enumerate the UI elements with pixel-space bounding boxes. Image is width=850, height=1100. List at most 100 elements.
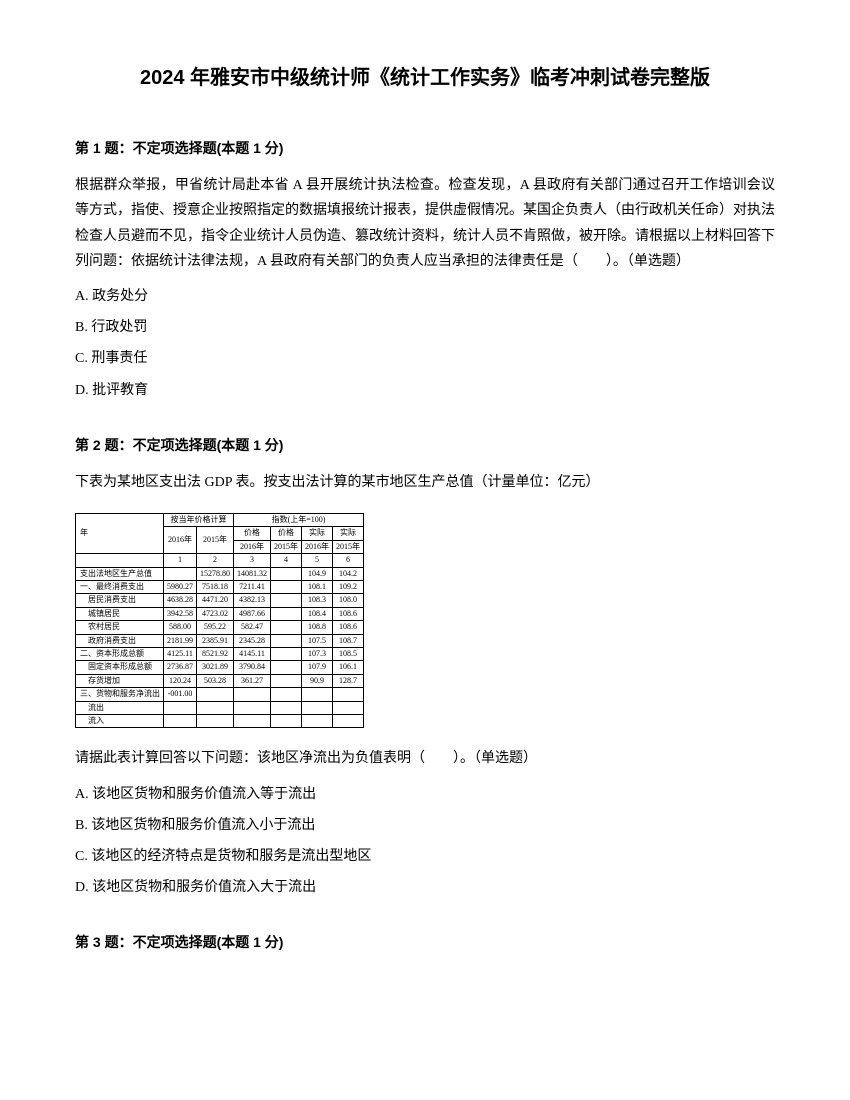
table-row: 固定资本形成总额2736.873021.893790.84107.9106.1 bbox=[76, 661, 364, 674]
table-header-group1: 按当年价格计算 bbox=[164, 514, 234, 527]
table-row-label: 城镇居民 bbox=[76, 607, 164, 620]
table-row-label: 一、最终消费支出 bbox=[76, 581, 164, 594]
table-row-label: 农村居民 bbox=[76, 621, 164, 634]
table-cell bbox=[164, 567, 197, 580]
table-cell: 4723.02 bbox=[197, 607, 234, 620]
table-cell: 361.27 bbox=[234, 674, 271, 687]
table-n4: 4 bbox=[271, 554, 302, 567]
table-cell bbox=[234, 688, 271, 701]
table-cell bbox=[164, 701, 197, 714]
question-1: 第 1 题：不定项选择题(本题 1 分) 根据群众举报，甲省统计局赴本省 A 县… bbox=[75, 136, 775, 403]
table-row: 居民消费支出4638.284471.204382.13108.3108.0 bbox=[76, 594, 364, 607]
table-cell: 4382.13 bbox=[234, 594, 271, 607]
table-cell: 503.28 bbox=[197, 674, 234, 687]
q2-intro: 下表为某地区支出法 GDP 表。按支出法计算的某市地区生产总值（计量单位：亿元） bbox=[75, 470, 775, 495]
table-cell: 3021.89 bbox=[197, 661, 234, 674]
q1-option-b: B. 行政处罚 bbox=[75, 315, 775, 340]
table-cell bbox=[271, 647, 302, 660]
table-cell: 108.8 bbox=[302, 621, 333, 634]
table-cell: 4125.11 bbox=[164, 647, 197, 660]
table-cell: 2181.99 bbox=[164, 634, 197, 647]
table-row: 流入 bbox=[76, 714, 364, 727]
table-cell: 3942.58 bbox=[164, 607, 197, 620]
q2-option-c: C. 该地区的经济特点是货物和服务是流出型地区 bbox=[75, 844, 775, 869]
q2-option-d: D. 该地区货物和服务价值流入大于流出 bbox=[75, 875, 775, 900]
table-cell bbox=[271, 661, 302, 674]
table-col-2015-2: 2015年 bbox=[271, 540, 302, 553]
table-cell: 108.7 bbox=[333, 634, 364, 647]
table-cell: 108.1 bbox=[302, 581, 333, 594]
table-cell: 107.5 bbox=[302, 634, 333, 647]
table-row-label: 流入 bbox=[76, 714, 164, 727]
table-row: 存货增加120.24503.28361.27 90.9128.7 bbox=[76, 674, 364, 687]
table-cell: 595.22 bbox=[197, 621, 234, 634]
table-row: 支出法地区生产总值15278.8014081.32104.9104.2 bbox=[76, 567, 364, 580]
question-3: 第 3 题：不定项选择题(本题 1 分) bbox=[75, 930, 775, 955]
table-cell: 108.6 bbox=[333, 621, 364, 634]
table-num-row bbox=[76, 554, 164, 567]
table-col-sub5: 实际 bbox=[302, 527, 333, 540]
table-header-group2: 指数(上年=100) bbox=[234, 514, 364, 527]
table-cell bbox=[234, 714, 271, 727]
table-cell bbox=[234, 701, 271, 714]
table-row: 政府消费支出2181.992385.912345.28 107.5108.7 bbox=[76, 634, 364, 647]
table-cell bbox=[302, 701, 333, 714]
table-cell bbox=[271, 621, 302, 634]
table-cell: 2736.87 bbox=[164, 661, 197, 674]
table-row: 流出 bbox=[76, 701, 364, 714]
q2-option-a: A. 该地区货物和服务价值流入等于流出 bbox=[75, 782, 775, 807]
table-cell: 8521.92 bbox=[197, 647, 234, 660]
q2-body: 请据此表计算回答以下问题：该地区净流出为负值表明（ ）。（单选题） bbox=[75, 746, 775, 771]
table-header-year: 年 bbox=[76, 514, 164, 554]
table-cell: 109.2 bbox=[333, 581, 364, 594]
q2-option-b: B. 该地区货物和服务价值流入小于流出 bbox=[75, 813, 775, 838]
table-cell: 2385.91 bbox=[197, 634, 234, 647]
table-row: 三、货物和服务净流出-001.00 bbox=[76, 688, 364, 701]
table-n3: 3 bbox=[234, 554, 271, 567]
q1-option-a: A. 政务处分 bbox=[75, 284, 775, 309]
table-cell: 2345.28 bbox=[234, 634, 271, 647]
table-cell: 4471.20 bbox=[197, 594, 234, 607]
q1-option-d: D. 批评教育 bbox=[75, 378, 775, 403]
table-cell bbox=[271, 567, 302, 580]
table-row-label: 居民消费支出 bbox=[76, 594, 164, 607]
table-cell: 104.9 bbox=[302, 567, 333, 580]
q2-header: 第 2 题：不定项选择题(本题 1 分) bbox=[75, 433, 775, 458]
table-cell bbox=[302, 688, 333, 701]
table-cell: 108.3 bbox=[302, 594, 333, 607]
table-n2: 2 bbox=[197, 554, 234, 567]
table-cell: 108.5 bbox=[333, 647, 364, 660]
table-cell: 14081.32 bbox=[234, 567, 271, 580]
table-row-label: 政府消费支出 bbox=[76, 634, 164, 647]
table-cell bbox=[164, 714, 197, 727]
table-cell bbox=[271, 634, 302, 647]
table-col-sub6: 实际 bbox=[333, 527, 364, 540]
table-cell bbox=[271, 581, 302, 594]
table-cell: 7518.18 bbox=[197, 581, 234, 594]
q3-header: 第 3 题：不定项选择题(本题 1 分) bbox=[75, 930, 775, 955]
table-n5: 5 bbox=[302, 554, 333, 567]
table-row: 二、资本形成总额4125.118521.924145.11107.3108.5 bbox=[76, 647, 364, 660]
table-cell: 120.24 bbox=[164, 674, 197, 687]
table-cell: 3790.84 bbox=[234, 661, 271, 674]
table-cell bbox=[302, 714, 333, 727]
table-col-sub3: 价格 bbox=[234, 527, 271, 540]
table-cell: 90.9 bbox=[302, 674, 333, 687]
table-cell: 106.1 bbox=[333, 661, 364, 674]
table-cell bbox=[271, 688, 302, 701]
table-cell: 107.3 bbox=[302, 647, 333, 660]
table-cell: 108.4 bbox=[302, 607, 333, 620]
table-cell: 7211.41 bbox=[234, 581, 271, 594]
table-cell: 4987.66 bbox=[234, 607, 271, 620]
table-cell bbox=[333, 701, 364, 714]
table-cell: 128.7 bbox=[333, 674, 364, 687]
table-row-label: 三、货物和服务净流出 bbox=[76, 688, 164, 701]
table-row-label: 支出法地区生产总值 bbox=[76, 567, 164, 580]
table-cell: 4638.28 bbox=[164, 594, 197, 607]
table-col-sub4: 价格 bbox=[271, 527, 302, 540]
table-cell bbox=[271, 714, 302, 727]
table-n6: 6 bbox=[333, 554, 364, 567]
table-row-label: 存货增加 bbox=[76, 674, 164, 687]
table-row: 一、最终消费支出5980.277518.187211.41108.1109.2 bbox=[76, 581, 364, 594]
table-cell: 582.47 bbox=[234, 621, 271, 634]
